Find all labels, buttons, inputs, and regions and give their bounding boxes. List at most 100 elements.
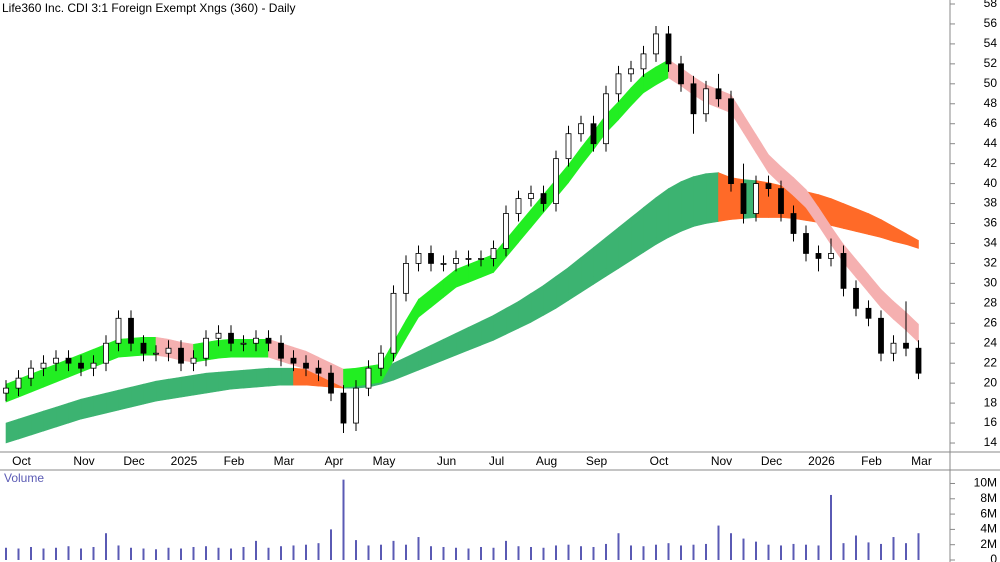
x-tick-label: Jul <box>489 454 504 468</box>
candle-body <box>215 332 222 339</box>
volume-bar <box>442 546 445 560</box>
volume-bar <box>680 545 682 560</box>
x-tick-label: Nov <box>73 454 94 468</box>
x-tick-label: Feb <box>861 454 882 468</box>
volume-bar <box>380 544 382 560</box>
candle-body <box>840 253 847 289</box>
y-tick-label: 32 <box>984 256 998 270</box>
candle-body <box>765 183 772 189</box>
volume-bar <box>117 545 120 560</box>
candle-body <box>353 387 359 424</box>
volume-bar <box>80 548 82 560</box>
candle-body <box>903 342 909 349</box>
candle-body <box>815 253 822 259</box>
ma-ribbon <box>518 208 532 244</box>
candle-body <box>65 357 72 364</box>
chart-title: Life360 Inc. CDI 3:1 Foreign Exempt Xngs… <box>2 1 295 15</box>
candle-body <box>515 198 522 214</box>
ma-ribbon <box>430 278 444 308</box>
candle-body <box>615 73 622 95</box>
y-tick-label: 20 <box>984 375 998 389</box>
candle-body <box>878 317 884 354</box>
volume-bar <box>492 547 495 560</box>
y-tick-label: 46 <box>984 116 998 130</box>
candle-body <box>715 88 722 100</box>
volume-bar <box>742 538 745 560</box>
ma-ribbon <box>905 311 919 343</box>
volume-bar <box>717 525 720 560</box>
ma-ribbon <box>343 367 357 388</box>
candle-body <box>915 347 922 374</box>
volume-bar <box>280 546 282 560</box>
candle-body <box>90 362 97 369</box>
candle-body <box>103 342 109 364</box>
volume-bar <box>867 542 870 560</box>
y-tick-label: 16 <box>984 415 998 429</box>
y-tick-label: 26 <box>984 315 998 329</box>
volume-bar <box>617 533 620 560</box>
y-tick-label: 2M <box>980 537 997 551</box>
candle-body <box>578 123 584 135</box>
candle-body <box>240 342 247 345</box>
candle-body <box>503 213 509 249</box>
ma-ribbon <box>755 133 769 174</box>
ma-ribbon <box>543 275 557 316</box>
ma-ribbon <box>405 350 419 376</box>
y-tick-label: 50 <box>984 76 998 90</box>
volume-bar <box>92 546 95 560</box>
volume-bar <box>55 547 57 560</box>
volume-bar <box>292 545 295 560</box>
y-tick-label: 56 <box>984 16 998 30</box>
volume-bar <box>805 544 807 560</box>
candle-body <box>53 357 59 364</box>
ma-ribbon <box>143 380 157 405</box>
volume-bar <box>30 546 32 560</box>
candle-body <box>378 352 384 369</box>
candle-body <box>78 362 84 369</box>
x-tick-label: Mar <box>274 454 295 468</box>
volume-bar <box>67 546 70 560</box>
candle-body <box>565 133 572 160</box>
ma-ribbon <box>68 398 82 424</box>
ma-ribbon <box>555 266 569 309</box>
ma-ribbon <box>480 314 494 346</box>
candle-body <box>540 193 547 204</box>
volume-bar <box>192 546 195 560</box>
ma-ribbon <box>18 414 32 440</box>
candle-body <box>440 263 447 265</box>
candle-body <box>340 392 347 424</box>
x-axis-band <box>0 452 950 470</box>
ma-ribbon <box>880 219 894 242</box>
volume-bar <box>205 546 207 560</box>
volume-bar <box>780 545 782 560</box>
y-tick-label: 14 <box>984 435 998 449</box>
candle-body <box>228 332 234 344</box>
ma-ribbon <box>668 181 682 238</box>
candle-body <box>740 183 747 214</box>
ma-ribbon <box>105 389 119 414</box>
ma-ribbon <box>268 367 282 387</box>
volume-bar <box>692 544 695 560</box>
y-tick-label: 52 <box>984 56 998 70</box>
y-tick-label: 38 <box>984 196 998 210</box>
ma-ribbon <box>43 406 57 432</box>
ma-ribbon <box>280 367 294 386</box>
x-tick-label: Dec <box>123 454 144 468</box>
ma-ribbon <box>505 300 519 335</box>
volume-bar <box>217 547 220 560</box>
ma-ribbon <box>418 288 432 318</box>
candle-body <box>165 347 172 354</box>
volume-bar <box>142 548 145 560</box>
y-tick-label: 18 <box>984 395 998 409</box>
ma-ribbon <box>80 348 94 373</box>
candle-body <box>603 93 609 145</box>
volume-bar <box>230 548 232 560</box>
candle-body <box>415 253 422 264</box>
candle-body <box>640 53 647 70</box>
volume-bar <box>392 540 395 560</box>
volume-bar <box>567 544 570 560</box>
ma-ribbon <box>518 292 532 329</box>
ma-ribbon <box>630 74 644 107</box>
ma-ribbon <box>705 172 719 224</box>
